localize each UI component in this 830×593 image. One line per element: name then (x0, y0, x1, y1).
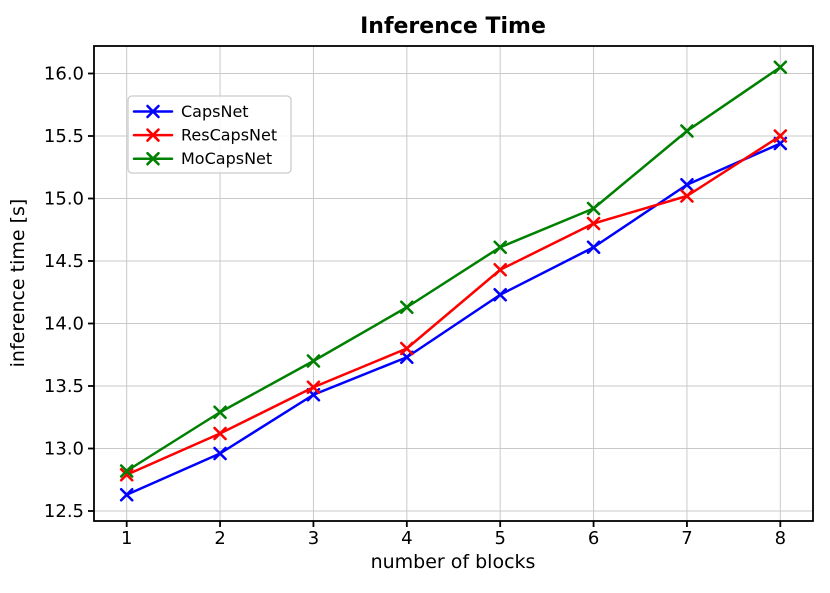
x-axis-label: number of blocks (371, 551, 536, 573)
legend-marker-sample (146, 128, 160, 142)
x-tick-label: 2 (214, 528, 225, 549)
x-tick-label: 1 (121, 528, 132, 549)
legend: CapsNet ResCapsNet MoCapsNet (127, 95, 292, 174)
y-tick-label: 15.5 (44, 126, 84, 147)
series-line-mocapsnet (125, 66, 782, 473)
grid-layer (94, 46, 813, 521)
y-tick-label: 12.5 (44, 501, 84, 522)
x-tick-label: 8 (775, 528, 786, 549)
y-tick-label: 14.5 (44, 251, 84, 272)
axes-layer: 1 2 3 4 5 6 7 8 12.5 13.0 13.5 14.0 14.5 15.0 15.5 16.0 (44, 45, 814, 549)
series-line-rescapsnet (125, 134, 782, 476)
y-tick-label: 16.0 (44, 64, 84, 85)
legend-label-capsnet: CapsNet (181, 102, 249, 121)
legend-marker-sample (146, 104, 160, 119)
x-tick-label: 3 (308, 528, 319, 549)
plot-border (93, 45, 814, 522)
y-tick-label: 15.0 (44, 189, 84, 210)
legend-label-rescapsnet: ResCapsNet (181, 126, 277, 145)
series-line-capsnet (125, 142, 782, 496)
legend-marker-sample (146, 151, 160, 166)
series-layer (119, 60, 788, 502)
y-tick-label: 14.0 (44, 314, 84, 335)
x-tick-label: 6 (588, 528, 599, 549)
x-tick-label: 5 (494, 528, 505, 549)
y-tick-label: 13.5 (44, 376, 84, 397)
chart-title: Inference Time (360, 14, 546, 39)
x-tick-label: 7 (681, 528, 692, 549)
y-axis-label: inference time [s] (7, 199, 29, 368)
x-tick-label: 4 (401, 528, 412, 549)
series-markers-rescapsnet (119, 129, 788, 482)
legend-label-mocapsnet: MoCapsNet (181, 149, 272, 168)
legend-box (127, 95, 292, 174)
series-markers-capsnet (119, 136, 788, 502)
y-tick-label: 13.0 (44, 439, 84, 460)
series-markers-mocapsnet (119, 60, 788, 478)
